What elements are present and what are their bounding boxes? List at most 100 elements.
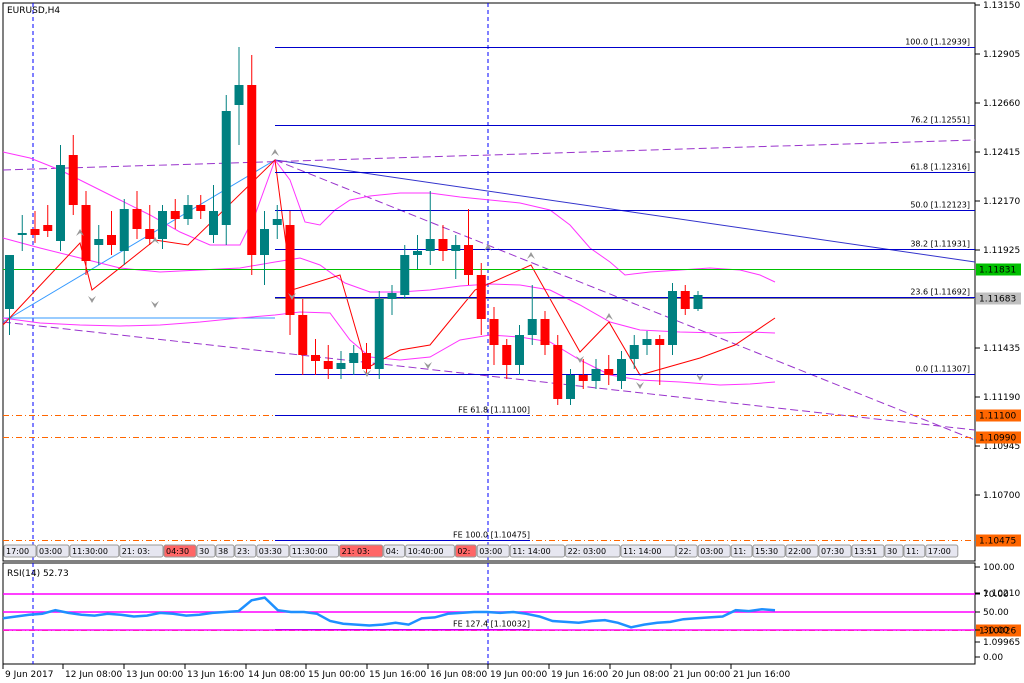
time-label-chip: [454, 544, 477, 558]
candle[interactable]: [183, 195, 193, 225]
candle-body: [604, 369, 614, 375]
candle[interactable]: [464, 209, 473, 285]
candle[interactable]: [451, 235, 461, 279]
candle[interactable]: [527, 285, 537, 345]
candle[interactable]: [132, 191, 142, 239]
candle[interactable]: [502, 339, 512, 379]
candle[interactable]: [374, 291, 384, 379]
time-label-text: 03:30: [259, 547, 282, 556]
fractal-arrow-icon: [363, 370, 371, 377]
candle[interactable]: [81, 191, 91, 275]
candle[interactable]: [311, 339, 320, 375]
rsi-panel[interactable]: [2, 562, 976, 665]
candle[interactable]: [413, 235, 422, 269]
candle[interactable]: [578, 359, 588, 389]
candle[interactable]: [56, 145, 65, 251]
candle[interactable]: [668, 283, 677, 355]
time-label-text: 04:: [386, 547, 399, 556]
channel-diagonal[interactable]: [274, 159, 976, 441]
candle[interactable]: [693, 291, 703, 311]
time-label-chip: [36, 544, 70, 558]
time-label-chip: [234, 544, 257, 558]
candle-body: [591, 369, 601, 381]
candle[interactable]: [362, 343, 371, 375]
candle[interactable]: [642, 331, 652, 355]
channel-upper[interactable]: [2, 139, 976, 171]
candle[interactable]: [629, 335, 639, 369]
candle[interactable]: [107, 211, 116, 255]
fractal-arrow-icon: [576, 356, 584, 363]
symbol-title: EURUSD,H4: [7, 6, 60, 16]
candle-body: [272, 219, 282, 225]
candle[interactable]: [43, 205, 53, 237]
candle-body: [668, 291, 677, 345]
candle[interactable]: [5, 255, 14, 335]
candle-body: [349, 353, 359, 363]
candle-body: [221, 111, 231, 225]
candle[interactable]: [387, 285, 397, 315]
candle[interactable]: [680, 285, 690, 315]
time-label-chip: [620, 544, 676, 558]
price-panel[interactable]: [2, 2, 976, 562]
candle[interactable]: [170, 199, 180, 229]
time-label-chip: [69, 544, 120, 558]
candle-body: [578, 375, 588, 381]
candle[interactable]: [349, 345, 359, 375]
price-marker-badge: [976, 292, 1021, 305]
candle[interactable]: [94, 225, 104, 265]
candle[interactable]: [476, 263, 486, 335]
date-tick-label: 12 Jun 08:00: [65, 670, 122, 680]
candle[interactable]: [298, 299, 308, 375]
candle[interactable]: [17, 215, 27, 251]
candle[interactable]: [566, 369, 575, 405]
price-tick-label: 1.10945: [983, 442, 1020, 452]
candle[interactable]: [209, 185, 218, 243]
candle[interactable]: [323, 345, 333, 379]
candle[interactable]: [604, 355, 614, 385]
candle[interactable]: [553, 335, 563, 405]
fractal-arrow-icon: [424, 362, 432, 369]
candle[interactable]: [68, 135, 78, 215]
time-label-chip: [925, 544, 959, 558]
price-marker-badge: [976, 409, 1021, 422]
candle[interactable]: [234, 47, 244, 145]
candle-body: [311, 355, 320, 361]
candle[interactable]: [540, 311, 550, 355]
candle-body: [323, 361, 333, 369]
candle[interactable]: [145, 205, 155, 245]
candle[interactable]: [221, 95, 231, 245]
time-label-text: 13:51: [854, 547, 877, 556]
candle[interactable]: [655, 335, 665, 385]
channel-lower[interactable]: [2, 321, 976, 431]
candle[interactable]: [400, 245, 410, 299]
candle[interactable]: [119, 199, 129, 265]
candle-body: [260, 229, 269, 255]
candle[interactable]: [617, 351, 626, 389]
time-label-chip: [818, 544, 852, 558]
time-label-chip: [675, 544, 698, 558]
candle[interactable]: [272, 205, 282, 239]
time-label-chip: [289, 544, 340, 558]
fractal-arrow-icon: [288, 293, 296, 300]
rsi-tick-label: 30.00: [983, 626, 1009, 636]
candle[interactable]: [196, 195, 206, 219]
candle[interactable]: [425, 191, 435, 265]
time-label-chip: [119, 544, 164, 558]
date-axis: 9 Jun 2017 12 Jun 08:00 13 Jun 00:00 13 Jun…: [2, 664, 790, 680]
candle[interactable]: [247, 55, 257, 275]
candle[interactable]: [438, 225, 448, 261]
candle[interactable]: [260, 211, 269, 285]
candle[interactable]: [591, 359, 601, 389]
time-label-text: 23:: [237, 547, 250, 556]
candle[interactable]: [285, 211, 295, 335]
candle[interactable]: [515, 325, 524, 375]
band-lower: [2, 311, 776, 386]
time-label-text: 04:30: [166, 547, 189, 556]
candle[interactable]: [336, 351, 346, 379]
candle[interactable]: [489, 307, 499, 365]
candle[interactable]: [158, 205, 167, 249]
candle[interactable]: [30, 211, 40, 243]
time-label-chip: [476, 544, 510, 558]
candle-body: [132, 209, 142, 229]
time-label-chip: [215, 544, 235, 558]
